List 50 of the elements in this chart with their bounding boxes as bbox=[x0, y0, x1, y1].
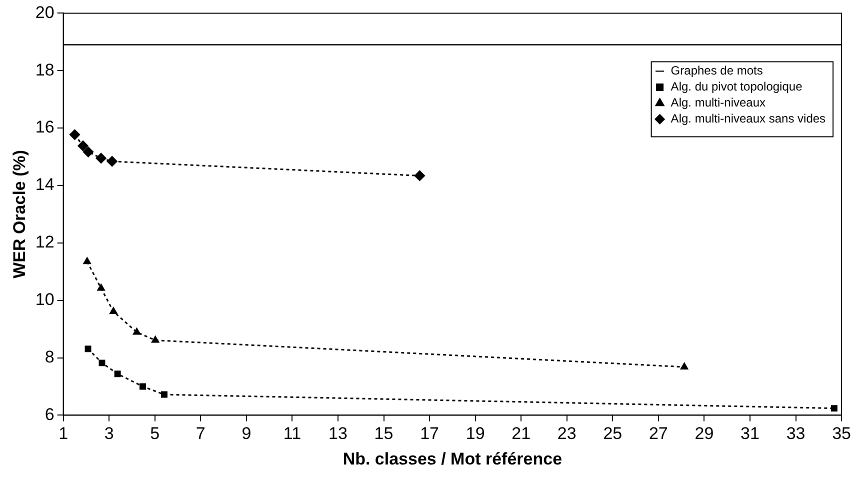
point bbox=[78, 140, 88, 152]
y-tick-label: 16 bbox=[35, 118, 54, 137]
point bbox=[161, 391, 168, 398]
point bbox=[70, 129, 80, 140]
legend-label: Graphes de mots bbox=[670, 64, 763, 78]
point bbox=[84, 346, 92, 352]
x-tick-label: 23 bbox=[557, 424, 576, 444]
x-tick-label: 3 bbox=[104, 424, 114, 444]
point bbox=[98, 360, 106, 366]
y-tick-label: 14 bbox=[35, 175, 54, 194]
point bbox=[414, 170, 425, 181]
point bbox=[133, 328, 141, 335]
y-tick-label: 18 bbox=[35, 60, 54, 80]
x-tick-label: 13 bbox=[328, 424, 348, 444]
x-tick-label: 17 bbox=[420, 424, 439, 444]
x-tick-label: 5 bbox=[150, 424, 160, 444]
x-tick-label: 1 bbox=[58, 424, 68, 444]
y-axis-title: WER Oracle (%) bbox=[10, 150, 29, 278]
legend-label: Alg. multi-niveaux bbox=[670, 96, 766, 110]
x-tick-label: 29 bbox=[694, 424, 714, 444]
point bbox=[680, 362, 688, 370]
legend-label: Alg. multi-niveaux sans vides bbox=[670, 112, 826, 126]
point bbox=[110, 307, 118, 314]
point bbox=[83, 257, 91, 264]
y-tick-label: 20 bbox=[35, 2, 54, 22]
y-tick-label: 10 bbox=[35, 290, 54, 310]
point bbox=[83, 146, 94, 158]
point bbox=[97, 284, 105, 291]
x-tick-label: 35 bbox=[832, 424, 852, 444]
y-tick-label: 8 bbox=[44, 347, 54, 366]
y-tick-label: 12 bbox=[35, 232, 54, 252]
x-tick-label: 31 bbox=[740, 424, 760, 444]
x-tick-label: 19 bbox=[466, 424, 485, 444]
x-tick-label: 27 bbox=[648, 424, 668, 444]
x-tick-label: 21 bbox=[512, 424, 531, 444]
point bbox=[152, 336, 160, 343]
point bbox=[96, 152, 106, 164]
point bbox=[830, 405, 838, 412]
x-tick-label: 7 bbox=[196, 424, 206, 444]
legend-label: Alg. du pivot topologique bbox=[670, 80, 803, 94]
point bbox=[140, 383, 146, 390]
x-axis-title: Nb. classes / Mot référence bbox=[342, 449, 562, 468]
x-tick-label: 11 bbox=[283, 424, 302, 444]
x-tick-label: 33 bbox=[786, 424, 806, 444]
x-tick-label: 9 bbox=[242, 424, 252, 444]
x-tick-label: 25 bbox=[603, 424, 622, 444]
y-tick-label: 6 bbox=[44, 404, 54, 424]
x-tick-label: 15 bbox=[374, 424, 394, 444]
point bbox=[106, 156, 118, 167]
point bbox=[114, 370, 121, 378]
